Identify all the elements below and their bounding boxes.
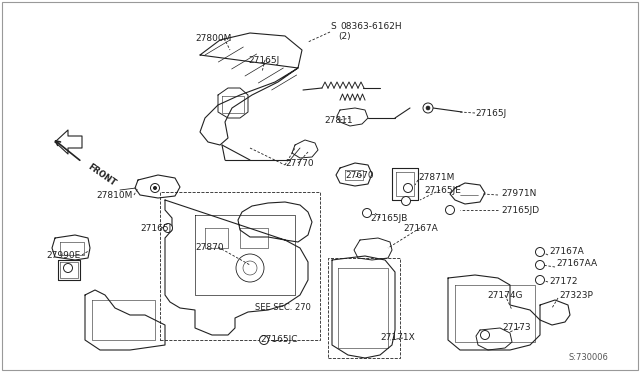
Text: 27165J: 27165J [248, 55, 279, 64]
Text: 27871M: 27871M [418, 173, 454, 182]
Text: 27174G: 27174G [487, 291, 522, 299]
Text: 27810M: 27810M [96, 190, 132, 199]
Text: 27165JD: 27165JD [501, 205, 539, 215]
Circle shape [401, 196, 410, 205]
Circle shape [63, 263, 72, 273]
Text: 27171X: 27171X [380, 334, 415, 343]
Circle shape [150, 183, 159, 192]
Circle shape [536, 260, 545, 269]
Circle shape [163, 224, 173, 232]
Text: 27167AA: 27167AA [556, 260, 597, 269]
Circle shape [426, 106, 430, 110]
Text: 27165JB: 27165JB [370, 214, 408, 222]
Text: 27165J: 27165J [475, 109, 506, 118]
Text: 27172: 27172 [549, 278, 577, 286]
Text: 08363-6162H: 08363-6162H [340, 22, 402, 31]
Text: S: S [330, 22, 336, 31]
Text: 27167A: 27167A [549, 247, 584, 257]
Circle shape [259, 336, 269, 344]
Text: 27800M: 27800M [195, 33, 232, 42]
Text: 27173: 27173 [502, 323, 531, 331]
Circle shape [536, 276, 545, 285]
Circle shape [481, 330, 490, 340]
Text: FRONT: FRONT [86, 162, 117, 188]
Text: S:730006: S:730006 [568, 353, 608, 362]
Text: (2): (2) [338, 32, 351, 41]
Circle shape [403, 183, 413, 192]
Circle shape [423, 103, 433, 113]
Circle shape [445, 205, 454, 215]
Text: 27990E: 27990E [46, 250, 80, 260]
Bar [328, 258, 400, 358]
Bar [160, 192, 320, 340]
Text: 27165JC: 27165JC [260, 336, 298, 344]
Text: SEE SEC. 270: SEE SEC. 270 [255, 304, 311, 312]
Text: 27165JE: 27165JE [424, 186, 461, 195]
Text: 27971N: 27971N [501, 189, 536, 198]
Text: 27770: 27770 [285, 158, 314, 167]
Circle shape [362, 208, 371, 218]
Text: 27323P: 27323P [559, 291, 593, 299]
Circle shape [154, 186, 157, 189]
Text: 27870: 27870 [195, 243, 223, 251]
Circle shape [536, 247, 545, 257]
Text: 27167A: 27167A [403, 224, 438, 232]
Text: 27165J: 27165J [140, 224, 172, 232]
Text: 27811: 27811 [324, 115, 353, 125]
Text: 27670: 27670 [345, 170, 374, 180]
